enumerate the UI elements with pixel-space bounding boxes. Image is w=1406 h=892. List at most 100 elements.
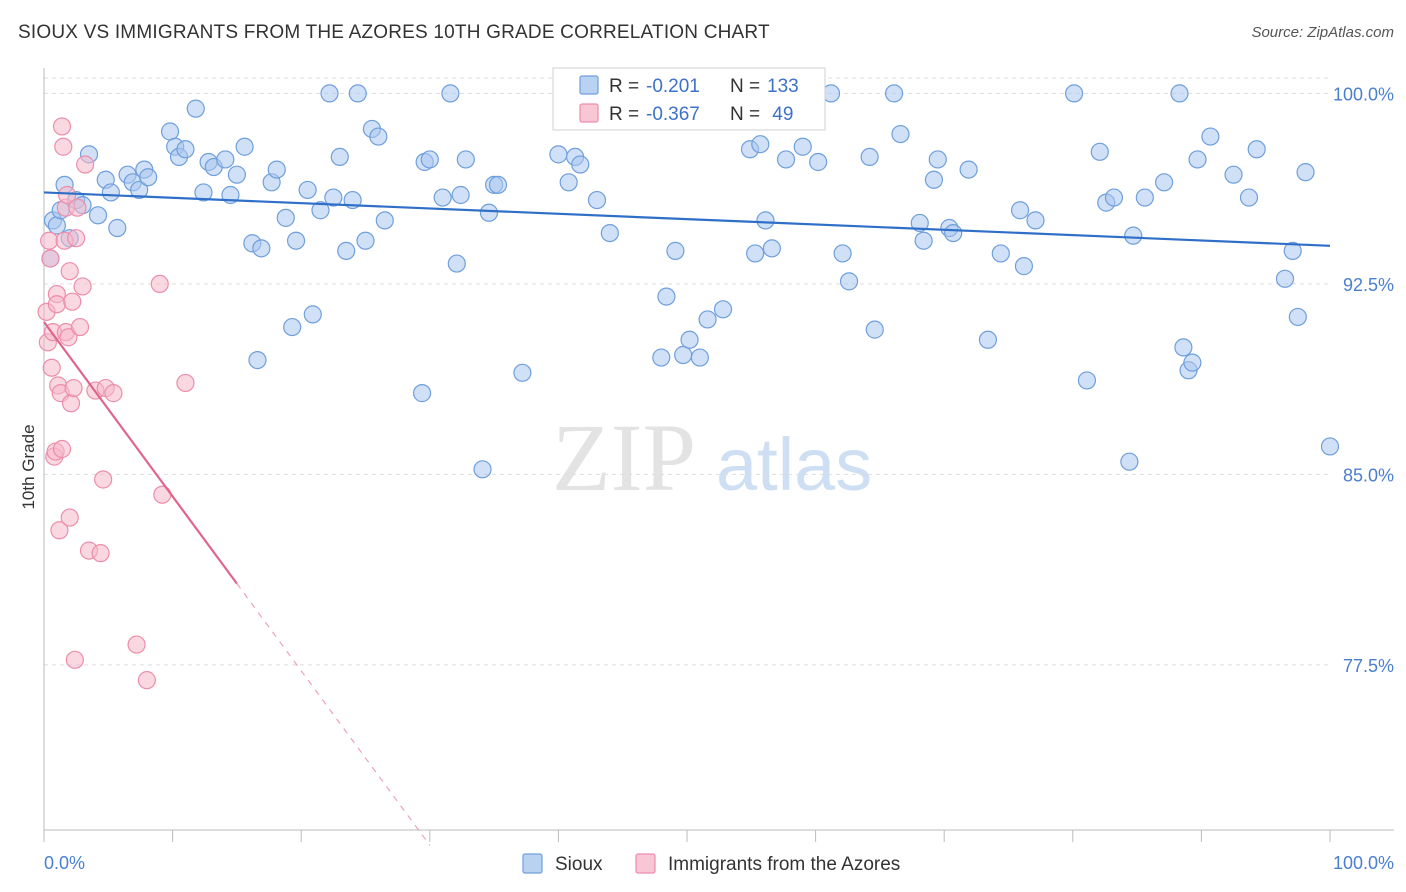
sioux-point (884, 84, 904, 103)
sioux-point (833, 244, 852, 263)
sioux-point (488, 175, 508, 194)
sioux-point (252, 239, 271, 258)
y-tick-label: 85.0% (1343, 465, 1394, 485)
azores-point (70, 317, 90, 337)
azores-point (41, 249, 60, 268)
azores-point (94, 470, 113, 489)
sioux-point (283, 317, 302, 337)
sioux-point (1170, 84, 1189, 103)
sioux-point (680, 330, 699, 349)
sioux-point (1188, 150, 1207, 169)
stats-r-label-azores: R = (609, 104, 639, 125)
sioux-point (1026, 211, 1045, 230)
sioux-point (865, 320, 884, 339)
sioux-point (375, 211, 394, 230)
stats-legend: R = -0.201 N = 133 R = -0.367 N = 49 (552, 67, 826, 131)
sioux-point (108, 218, 127, 238)
sioux-point (1155, 173, 1174, 192)
sioux-point (559, 173, 578, 192)
sioux-point (978, 330, 998, 349)
sioux-point (356, 231, 375, 250)
sioux-point (320, 84, 339, 103)
sioux-point (1120, 452, 1139, 471)
sioux-point (793, 137, 812, 156)
sioux-point (1320, 437, 1340, 456)
sioux-point (1296, 163, 1315, 182)
sioux-point (1090, 142, 1109, 161)
sioux-point (1010, 201, 1030, 220)
sioux-point (369, 127, 388, 146)
azores-point (40, 231, 59, 250)
sioux-point (1077, 371, 1097, 390)
sioux-point (298, 180, 317, 200)
sioux-point (1283, 241, 1302, 260)
azores-point (150, 274, 169, 293)
sioux-point (456, 150, 475, 169)
azores-point (91, 544, 110, 563)
sioux-point (549, 145, 568, 164)
sioux-point (1135, 188, 1154, 207)
stats-r-label-sioux: R = (609, 76, 639, 97)
sioux-point (513, 363, 532, 382)
sioux-point (657, 287, 676, 306)
sioux-point (286, 231, 306, 250)
sioux-point (674, 345, 693, 365)
sioux-point (751, 135, 770, 154)
sioux-point (666, 241, 685, 260)
azores-point (60, 262, 79, 281)
bottom-legend: Sioux Immigrants from the Azores (522, 853, 900, 875)
y-axis-title: 10th Grade (19, 424, 38, 509)
sioux-point (959, 160, 978, 179)
legend-swatch-sioux (522, 853, 543, 874)
source-credit: Source: ZipAtlas.com (1251, 24, 1394, 41)
y-tick-label: 77.5% (1343, 656, 1394, 676)
sioux-point (1124, 226, 1143, 245)
stats-n-label-azores: N = (730, 104, 760, 125)
sioux-point (47, 216, 66, 235)
sioux-point (698, 310, 717, 329)
sioux-point (928, 150, 947, 169)
sioux-point (216, 150, 235, 169)
sioux-point (1174, 338, 1193, 357)
sioux-point (839, 272, 859, 291)
x-tick-label-min: 0.0% (44, 853, 85, 873)
sioux-point (571, 155, 590, 174)
sioux-point (910, 213, 929, 233)
sioux-point (337, 241, 356, 260)
azores-point (65, 650, 84, 669)
azores-point (68, 198, 87, 217)
series-azores-points (37, 117, 195, 690)
sioux-point (914, 231, 933, 250)
sioux-point (303, 305, 322, 324)
sioux-point (88, 206, 108, 225)
sioux-point (227, 165, 246, 184)
sioux-point (420, 150, 439, 169)
sioux-point (756, 211, 775, 230)
sioux-point (1247, 140, 1266, 159)
sioux-point (1064, 84, 1084, 103)
sioux-point (267, 160, 286, 179)
sioux-point (1288, 307, 1307, 327)
azores-point (42, 358, 61, 377)
sioux-point (451, 185, 470, 205)
watermark-zip: ZIP (552, 404, 696, 511)
sioux-point (248, 351, 267, 370)
sioux-point (479, 203, 499, 222)
sioux-point (652, 348, 671, 367)
sioux-point (1104, 188, 1124, 207)
axes (43, 68, 1394, 842)
legend-label-sioux: Sioux (555, 854, 603, 875)
azores-point (52, 439, 72, 459)
series-sioux-points (41, 84, 1340, 479)
azores-point (137, 671, 156, 690)
sioux-point (473, 460, 492, 479)
azores-point (63, 292, 82, 311)
stats-r-value-azores: -0.367 (646, 104, 700, 125)
sioux-point (194, 183, 213, 202)
legend-swatch-azores (635, 853, 656, 874)
sioux-point (860, 147, 879, 166)
trend-line-sioux (43, 191, 1331, 247)
sioux-point (160, 122, 180, 141)
watermark-atlas: atlas (716, 423, 872, 506)
azores-point (58, 185, 77, 205)
